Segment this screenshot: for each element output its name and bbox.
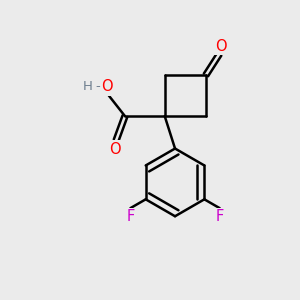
Text: O: O xyxy=(101,79,113,94)
Text: F: F xyxy=(126,209,134,224)
Text: F: F xyxy=(215,209,224,224)
Text: H: H xyxy=(82,80,92,93)
Text: -: - xyxy=(95,80,100,93)
Text: O: O xyxy=(215,39,226,54)
Text: O: O xyxy=(109,142,121,157)
